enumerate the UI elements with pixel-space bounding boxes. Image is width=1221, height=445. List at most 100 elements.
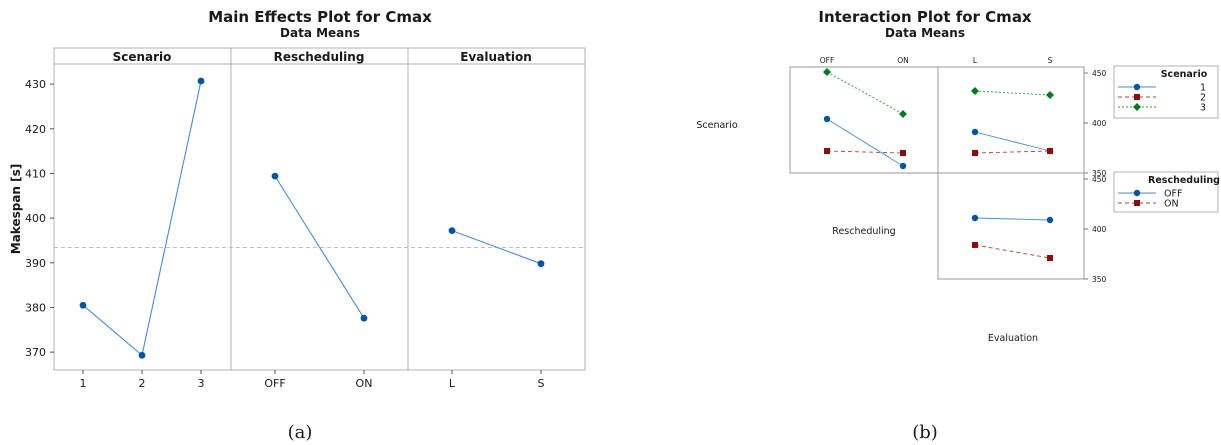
x-tick-label: OFF [264, 377, 285, 390]
y-tick-label: 370 [25, 346, 46, 359]
row-label-rescheduling: Rescheduling [832, 226, 895, 237]
caption-b: (b) [912, 422, 938, 443]
interaction-plot: Interaction Plot for Cmax Data Means Sce… [696, 8, 1220, 443]
data-point-2 [972, 150, 978, 156]
legend-marker-2 [1134, 94, 1140, 100]
series-line-off [974, 217, 1051, 221]
y-tick-label: 420 [25, 123, 46, 136]
y-axis: 370 380 390 400 410 420 430 [25, 78, 54, 359]
legend-marker-on [1134, 200, 1140, 206]
series-line-1 [974, 131, 1051, 152]
legend-marker-off [1133, 189, 1141, 197]
legend-marker-1 [1133, 83, 1141, 91]
legend-marker-3 [1133, 103, 1141, 111]
data-point [537, 260, 545, 268]
cell-frame [937, 66, 1085, 174]
x-tick-label: ON [356, 377, 373, 390]
x-tick-label: 1 [80, 377, 87, 390]
data-point-on [1047, 255, 1053, 261]
y-tick-label: 350 [1092, 275, 1107, 284]
panel-scenario: 1 2 3 [79, 77, 205, 390]
series-line-evaluation [451, 230, 542, 265]
data-point [360, 314, 368, 322]
data-point [138, 351, 146, 359]
interaction-cells [789, 66, 1085, 280]
main-effects-frame [53, 47, 586, 371]
cell-scenario-by-evaluation [937, 66, 1085, 174]
legend-title: Rescheduling [1148, 175, 1220, 186]
strip-evaluation: Evaluation [460, 50, 532, 64]
caption-a: (a) [288, 422, 313, 443]
data-point-2 [900, 150, 906, 156]
panel-rescheduling: OFF ON [264, 172, 373, 390]
data-point-1 [823, 115, 831, 123]
y-tick-label: 450 [1092, 69, 1107, 78]
cell-frame [789, 66, 939, 174]
y-tick-label: 400 [1092, 225, 1107, 234]
series-line-rescheduling [274, 175, 365, 319]
data-point [271, 172, 279, 180]
cell-scenario-by-rescheduling [789, 66, 939, 174]
y-tick-label: 400 [25, 212, 46, 225]
main-effects-title: Main Effects Plot for Cmax [208, 8, 432, 26]
series-line-3 [826, 71, 904, 115]
legend-label-off: OFF [1164, 189, 1182, 200]
x-tick-label: L [449, 377, 456, 390]
data-point-3 [899, 110, 907, 118]
interaction-title: Interaction Plot for Cmax [818, 8, 1032, 26]
series-line-1 [826, 118, 904, 167]
data-point [197, 77, 205, 85]
y-tick-label: 400 [1092, 119, 1107, 128]
series-line-2 [974, 150, 1051, 154]
data-point-2 [1047, 148, 1053, 154]
legend-frame [1113, 65, 1219, 119]
cell-rescheduling-by-evaluation [937, 172, 1085, 280]
data-point-1 [899, 162, 907, 170]
top-tick-off: OFF [820, 56, 835, 65]
legend-label-2: 2 [1200, 93, 1206, 104]
legend-frame [1113, 171, 1219, 213]
cell-frame [937, 172, 1085, 280]
interaction-y-axis-1: 350 400 450 [1083, 67, 1107, 178]
data-point-off [1046, 216, 1054, 224]
series-line-on [974, 244, 1051, 259]
data-point-off [971, 214, 979, 222]
y-tick-label: 430 [25, 78, 46, 91]
data-point-3 [1046, 91, 1054, 99]
data-point-2 [824, 148, 830, 154]
legend-scenario: Scenario 123 [1113, 65, 1219, 119]
y-tick-label: 380 [25, 301, 46, 314]
y-tick-label: 450 [1092, 175, 1107, 184]
y-tick-label: 390 [25, 257, 46, 270]
legend-label-on: ON [1164, 199, 1179, 210]
data-point-on [972, 242, 978, 248]
data-point [448, 227, 456, 235]
legend-title: Scenario [1161, 69, 1208, 80]
top-tick-l: L [973, 56, 978, 65]
legend-label-1: 1 [1200, 83, 1206, 94]
row-label-scenario: Scenario [696, 120, 737, 131]
legend-label-3: 3 [1200, 103, 1206, 114]
x-tick-label: 3 [198, 377, 205, 390]
top-tick-s: S [1048, 56, 1053, 65]
top-tick-on: ON [897, 56, 909, 65]
main-effects-plot: Main Effects Plot for Cmax Data Means Sc… [9, 8, 586, 443]
data-point-3 [971, 87, 979, 95]
strip-rescheduling: Rescheduling [274, 50, 365, 64]
main-effects-subtitle: Data Means [280, 26, 360, 40]
interaction-subtitle: Data Means [885, 26, 965, 40]
y-tick-label: 410 [25, 167, 46, 180]
series-line-2 [826, 150, 904, 154]
main-effects-panels: 1 2 3 OFF ON L S [79, 77, 545, 390]
x-tick-label: S [538, 377, 545, 390]
series-line-3 [974, 90, 1051, 96]
data-point-3 [823, 68, 831, 76]
data-point-1 [971, 128, 979, 136]
x-tick-label: 2 [139, 377, 146, 390]
data-point [79, 301, 87, 309]
